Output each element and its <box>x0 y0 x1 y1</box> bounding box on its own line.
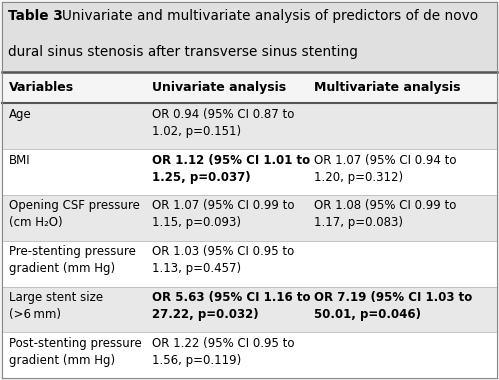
Text: BMI: BMI <box>9 154 30 167</box>
Text: dural sinus stenosis after transverse sinus stenting: dural sinus stenosis after transverse si… <box>8 45 358 59</box>
Text: Univariate analysis: Univariate analysis <box>152 81 286 94</box>
Bar <box>2 103 497 149</box>
Text: OR 5.63 (95% CI 1.16 to
27.22, p=0.032): OR 5.63 (95% CI 1.16 to 27.22, p=0.032) <box>152 291 311 321</box>
Text: OR 1.07 (95% CI 0.99 to
1.15, p=0.093): OR 1.07 (95% CI 0.99 to 1.15, p=0.093) <box>152 200 295 230</box>
Text: OR 7.19 (95% CI 1.03 to
50.01, p=0.046): OR 7.19 (95% CI 1.03 to 50.01, p=0.046) <box>314 291 473 321</box>
Text: Variables: Variables <box>9 81 74 94</box>
Bar <box>2 195 497 241</box>
Text: Pre-stenting pressure
gradient (mm Hg): Pre-stenting pressure gradient (mm Hg) <box>9 245 136 275</box>
Text: Multivariate analysis: Multivariate analysis <box>314 81 461 94</box>
Text: Large stent size
(>6 mm): Large stent size (>6 mm) <box>9 291 103 321</box>
Text: Post-stenting pressure
gradient (mm Hg): Post-stenting pressure gradient (mm Hg) <box>9 337 142 367</box>
Bar <box>2 72 497 103</box>
Bar <box>2 332 497 378</box>
Bar <box>2 2 497 72</box>
Text: OR 1.22 (95% CI 0.95 to
1.56, p=0.119): OR 1.22 (95% CI 0.95 to 1.56, p=0.119) <box>152 337 295 367</box>
Text: OR 1.03 (95% CI 0.95 to
1.13, p=0.457): OR 1.03 (95% CI 0.95 to 1.13, p=0.457) <box>152 245 294 275</box>
Bar <box>2 149 497 195</box>
Text: Age: Age <box>9 108 32 121</box>
Text: OR 1.12 (95% CI 1.01 to
1.25, p=0.037): OR 1.12 (95% CI 1.01 to 1.25, p=0.037) <box>152 154 310 184</box>
Text: OR 0.94 (95% CI 0.87 to
1.02, p=0.151): OR 0.94 (95% CI 0.87 to 1.02, p=0.151) <box>152 108 294 138</box>
Text: Opening CSF pressure
(cm H₂O): Opening CSF pressure (cm H₂O) <box>9 200 140 230</box>
Bar <box>2 287 497 332</box>
Text: OR 1.08 (95% CI 0.99 to
1.17, p=0.083): OR 1.08 (95% CI 0.99 to 1.17, p=0.083) <box>314 200 457 230</box>
Bar <box>2 241 497 287</box>
Text: OR 1.07 (95% CI 0.94 to
1.20, p=0.312): OR 1.07 (95% CI 0.94 to 1.20, p=0.312) <box>314 154 457 184</box>
Text: Table 3: Table 3 <box>8 9 63 23</box>
Text: Univariate and multivariate analysis of predictors of de novo: Univariate and multivariate analysis of … <box>62 9 479 23</box>
